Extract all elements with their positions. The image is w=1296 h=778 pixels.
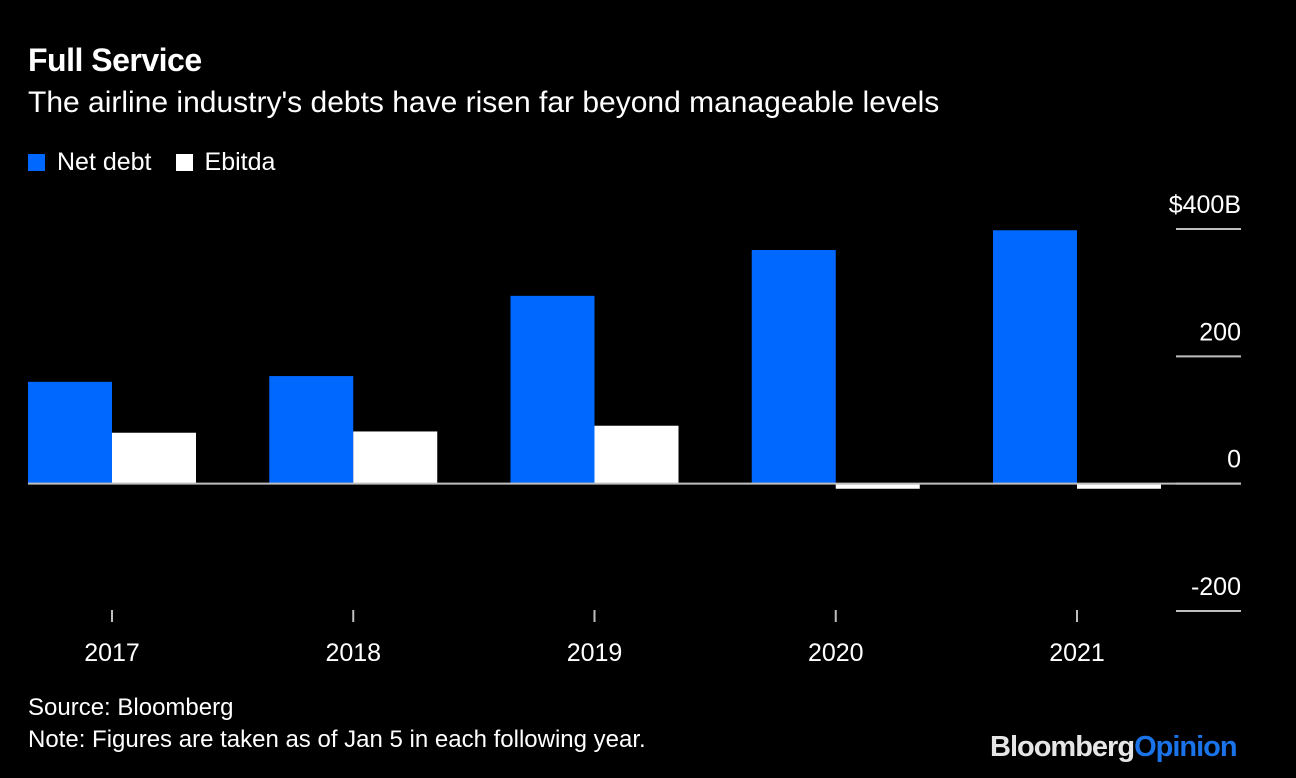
x-tick-label: 2017 xyxy=(84,639,140,667)
chart-subtitle: The airline industry's debts have risen … xyxy=(28,86,940,119)
legend: Net debt Ebitda xyxy=(28,148,299,177)
legend-item-net-debt: Net debt xyxy=(28,148,152,177)
logo-bloomberg: Bloomberg xyxy=(990,731,1135,763)
bar-net-debt-2021 xyxy=(993,230,1077,484)
legend-label-net-debt: Net debt xyxy=(57,148,152,176)
bar-net-debt-2018 xyxy=(269,376,354,484)
y-tick-label: $400B xyxy=(1169,191,1241,219)
legend-label-ebitda: Ebitda xyxy=(204,148,276,176)
bar-net-debt-2017 xyxy=(28,381,112,484)
source-text: Source: Bloomberg xyxy=(28,694,234,721)
bar-ebitda-2018 xyxy=(353,431,438,484)
y-tick-label: 200 xyxy=(1199,318,1241,346)
bar-net-debt-2019 xyxy=(510,295,595,484)
legend-item-ebitda: Ebitda xyxy=(175,148,276,177)
legend-swatch-net-debt xyxy=(28,154,45,171)
bar-ebitda-2020 xyxy=(835,483,920,489)
bar-ebitda-2019 xyxy=(594,425,679,484)
chart-title: Full Service xyxy=(28,42,202,78)
legend-swatch-ebitda xyxy=(175,154,193,171)
bar-net-debt-2020 xyxy=(751,250,836,484)
x-axis: 2017 2018 2019 2020 2021 xyxy=(84,610,1105,667)
x-tick-label: 2020 xyxy=(808,639,864,667)
y-tick-labels: $400B 200 0 -200 xyxy=(1169,191,1241,601)
x-tick-label: 2018 xyxy=(325,639,381,667)
logo-opinion: Opinion xyxy=(1134,731,1238,763)
note-text: Note: Figures are taken as of Jan 5 in e… xyxy=(28,726,646,753)
y-gridlines xyxy=(1176,228,1241,612)
bars xyxy=(28,230,1161,489)
y-tick-label: -200 xyxy=(1191,573,1241,601)
x-tick-label: 2021 xyxy=(1049,639,1105,667)
bar-ebitda-2017 xyxy=(112,432,196,484)
bloomberg-opinion-logo: BloombergOpinion xyxy=(990,731,1238,764)
y-tick-label: 0 xyxy=(1227,446,1241,474)
x-tick-label: 2019 xyxy=(567,639,623,667)
bar-ebitda-2021 xyxy=(1077,483,1161,489)
